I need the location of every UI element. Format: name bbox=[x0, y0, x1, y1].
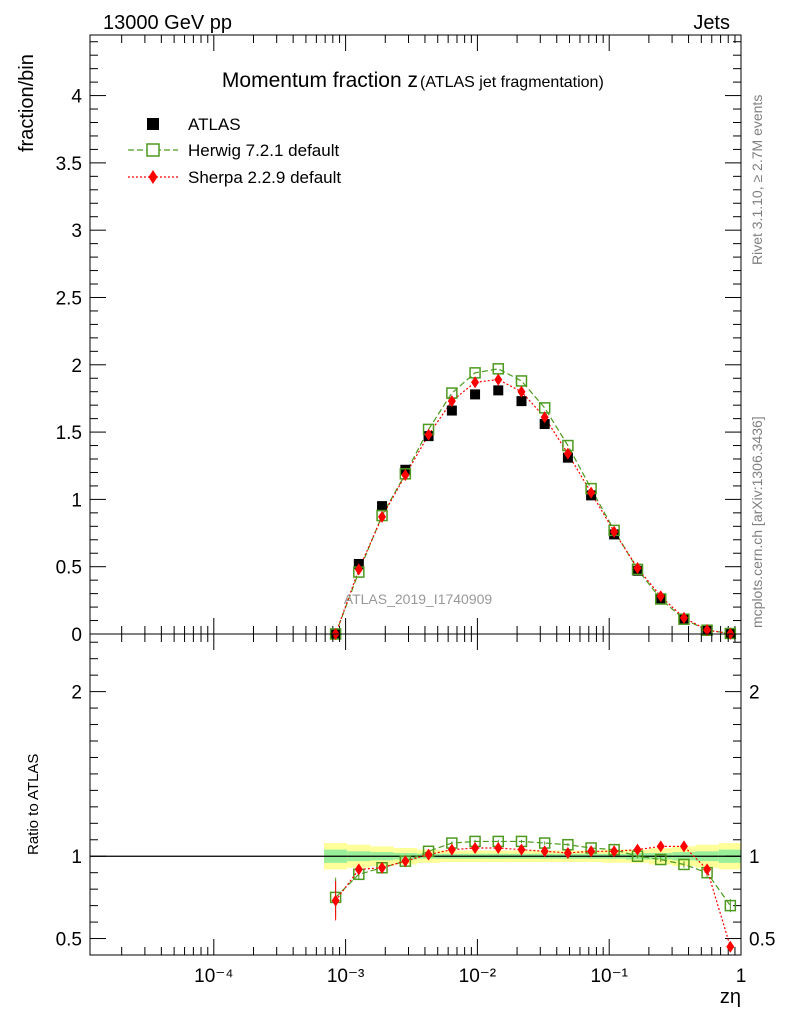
atlas-point bbox=[516, 396, 527, 407]
y-tick-label: 0.5 bbox=[56, 558, 82, 579]
sherpa-point bbox=[471, 376, 480, 389]
ratio-point-sherpa bbox=[494, 842, 503, 854]
ratio-point-sherpa bbox=[610, 845, 619, 858]
ratio-y-tick-label: 1 bbox=[71, 847, 82, 868]
y-tick-label: 1 bbox=[71, 490, 82, 511]
y-tick-label: 3 bbox=[71, 221, 82, 242]
ratio-point-sherpa bbox=[587, 845, 596, 858]
sherpa-point bbox=[587, 486, 596, 499]
legend: ATLAS Herwig 7.2.1 default Sherpa 2.2.9 de… bbox=[128, 115, 341, 187]
y-tick-label: 2.5 bbox=[56, 288, 82, 309]
ratio-plot-panel: 10⁻⁴ 10⁻³ 10⁻² 10⁻¹ 10.5 0.51 12 2 Ratio to ATL… bbox=[25, 633, 775, 1008]
sherpa-point bbox=[540, 411, 549, 424]
y-tick-label: 0 bbox=[71, 625, 82, 646]
sherpa-point bbox=[354, 563, 363, 576]
rivet-version-label: Rivet 3.1.10, ≥ 2.7M events bbox=[749, 95, 765, 265]
y-tick-label: 1.5 bbox=[56, 423, 82, 444]
sherpa-point bbox=[633, 562, 642, 575]
energy-label: 13000 GeV pp bbox=[103, 12, 232, 34]
y-tick-label: 2 bbox=[71, 356, 82, 377]
ratio-line-herwig bbox=[335, 840, 731, 906]
sherpa-point bbox=[424, 428, 433, 441]
atlas-point bbox=[539, 419, 550, 430]
ratio-y-tick-label-right: 0.5 bbox=[749, 930, 775, 951]
ratio-point-sherpa bbox=[656, 840, 665, 853]
ratio-point-herwig bbox=[724, 899, 737, 912]
x-tick-label: 10⁻² bbox=[459, 966, 497, 987]
sherpa-point bbox=[563, 447, 572, 460]
atlas-point bbox=[446, 405, 457, 416]
process-label: Jets bbox=[693, 12, 730, 34]
ratio-point-sherpa bbox=[633, 843, 642, 856]
sherpa-point bbox=[703, 623, 712, 636]
sherpa-point bbox=[494, 373, 503, 386]
ratio-point-sherpa bbox=[471, 842, 480, 854]
sherpa-point bbox=[378, 510, 387, 523]
ratio-point-sherpa bbox=[679, 840, 688, 853]
mcplots-label: mcplots.cern.ch [arXiv:1306.3436] bbox=[749, 416, 765, 628]
legend-marker-herwig bbox=[146, 143, 160, 157]
sherpa-point bbox=[517, 385, 526, 398]
ratio-point-sherpa bbox=[540, 845, 549, 858]
ratio-point-sherpa bbox=[378, 861, 387, 874]
ratio-point-sherpa bbox=[401, 855, 410, 868]
x-tick-label: 10⁻⁴ bbox=[194, 966, 233, 987]
legend-marker-atlas bbox=[147, 118, 159, 130]
sherpa-point bbox=[610, 525, 619, 538]
ratio-series bbox=[329, 835, 737, 953]
ratio-y-tick-label-right: 1 bbox=[749, 847, 760, 868]
plot-title-suffix: (ATLAS jet fragmentation) bbox=[420, 74, 604, 91]
x-tick-label: 10⁻³ bbox=[327, 966, 365, 987]
main-plot-panel: 0 0.5 1 1.5 2 2.5 3 3.5 4 ATLAS_2019_I1740909 Mo… bbox=[16, 34, 742, 646]
ratio-y-axis-label: Ratio to ATLAS bbox=[25, 754, 42, 855]
atlas-point bbox=[470, 389, 481, 400]
ratio-point-sherpa bbox=[726, 940, 735, 953]
y-tick-label: 4 bbox=[71, 87, 82, 108]
sherpa-point bbox=[401, 469, 410, 482]
y-axis-label: fraction/bin bbox=[16, 54, 38, 152]
ratio-point-herwig bbox=[678, 858, 690, 871]
ratio-point-sherpa bbox=[331, 894, 340, 907]
ratio-axis-ticks: 10⁻⁴ 10⁻³ 10⁻² 10⁻¹ 10.5 0.51 12 2 bbox=[56, 634, 775, 987]
analysis-watermark: ATLAS_2019_I1740909 bbox=[344, 591, 493, 607]
ratio-point-herwig bbox=[654, 853, 667, 866]
ratio-point-sherpa bbox=[354, 863, 363, 876]
sherpa-point bbox=[447, 395, 456, 408]
sherpa-point bbox=[679, 611, 688, 624]
ratio-point-sherpa bbox=[424, 848, 433, 861]
atlas-point bbox=[493, 385, 504, 396]
ratio-y-tick-label: 2 bbox=[71, 683, 82, 704]
ratio-point-sherpa bbox=[517, 843, 526, 856]
ratio-y-tick-label: 0.5 bbox=[56, 930, 82, 951]
main-axis-ticks: 0 0.5 1 1.5 2 2.5 3 3.5 4 bbox=[56, 35, 741, 646]
x-axis-label: zη bbox=[720, 986, 741, 1008]
ratio-plot-frame bbox=[89, 633, 742, 956]
y-tick-label: 3.5 bbox=[56, 154, 82, 175]
ratio-point-sherpa bbox=[447, 843, 456, 856]
legend-marker-sherpa bbox=[148, 170, 158, 184]
plot-title: Momentum fraction z bbox=[222, 69, 418, 92]
ratio-point-sherpa bbox=[703, 863, 712, 876]
ratio-y-tick-label-right: 2 bbox=[749, 683, 760, 704]
ratio-point-sherpa bbox=[563, 846, 572, 859]
x-tick-label: 10⁻¹ bbox=[590, 966, 628, 987]
x-tick-label: 1 bbox=[736, 966, 747, 987]
legend-label: Herwig 7.2.1 default bbox=[188, 141, 339, 160]
atlas-point bbox=[377, 501, 388, 512]
series-line-sherpa bbox=[335, 378, 731, 635]
sherpa-point bbox=[656, 590, 665, 603]
legend-label: Sherpa 2.2.9 default bbox=[188, 168, 341, 187]
legend-label: ATLAS bbox=[188, 115, 241, 134]
